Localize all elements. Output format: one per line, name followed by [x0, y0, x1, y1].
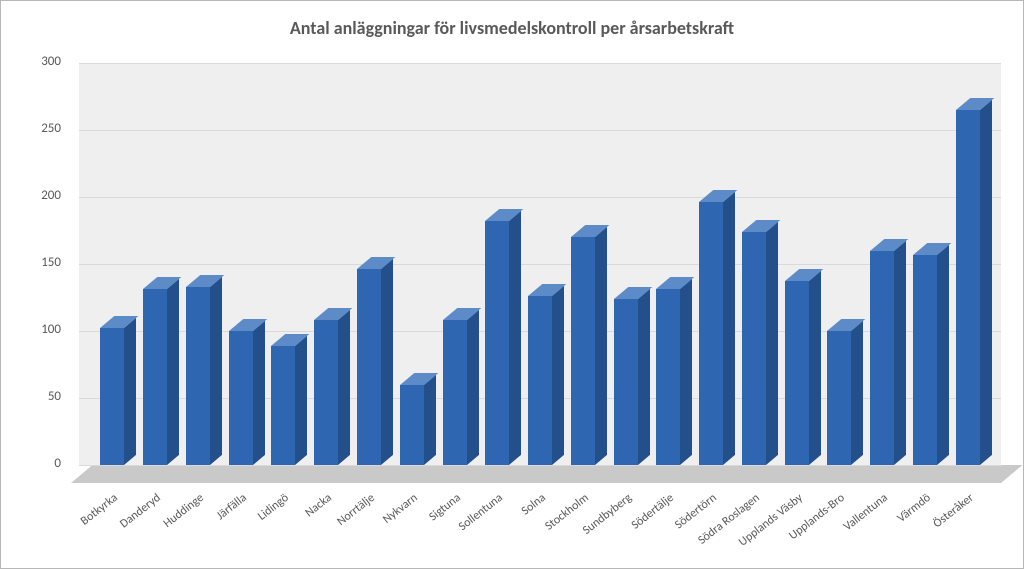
bar-front	[186, 287, 210, 465]
y-tick-label: 300	[1, 54, 61, 69]
bar	[614, 299, 638, 465]
bar	[742, 232, 766, 465]
bar-front	[956, 110, 980, 465]
chart-title: Antal anläggningar för livsmedelskontrol…	[1, 17, 1023, 39]
bar-front	[699, 202, 723, 465]
bar-front	[656, 289, 680, 465]
bar-front	[827, 331, 851, 465]
bar-slot	[818, 63, 861, 465]
x-tick-label: Nykvarn	[390, 491, 433, 568]
bar	[100, 328, 124, 465]
bar	[870, 251, 894, 465]
bar-slot	[732, 63, 775, 465]
bar	[528, 296, 552, 465]
bar	[571, 237, 595, 465]
bar-side	[980, 100, 992, 465]
bar-slot	[561, 63, 604, 465]
panel-floor	[71, 465, 1022, 483]
y-tick-label: 200	[1, 188, 61, 203]
bar-front	[785, 281, 809, 465]
bar-slot	[348, 63, 391, 465]
bar	[956, 110, 980, 465]
bar-slot	[219, 63, 262, 465]
bar-front	[528, 296, 552, 465]
bar-slot	[305, 63, 348, 465]
bar-slot	[647, 63, 690, 465]
bar-slot	[690, 63, 733, 465]
bar	[785, 281, 809, 465]
gridline	[79, 465, 1001, 466]
x-tick-label: Österåker	[946, 491, 989, 568]
bar-slot	[519, 63, 562, 465]
bar-slot	[262, 63, 305, 465]
x-tick-label: Vallentuna	[861, 491, 904, 568]
bar-slot	[775, 63, 818, 465]
bar	[357, 269, 381, 465]
bars-container	[91, 63, 989, 465]
plot-area	[71, 63, 1001, 483]
bar-front	[400, 385, 424, 465]
bar	[314, 320, 338, 465]
bar-front	[143, 289, 167, 465]
bar-front	[443, 320, 467, 465]
bar-slot	[604, 63, 647, 465]
bar-slot	[861, 63, 904, 465]
y-tick-label: 50	[1, 389, 61, 404]
bar	[271, 346, 295, 465]
bar	[699, 202, 723, 465]
y-tick-label: 250	[1, 121, 61, 136]
x-tick-label: Norrtälje	[348, 491, 391, 568]
bar-slot	[177, 63, 220, 465]
bar-slot	[476, 63, 519, 465]
bar-slot	[433, 63, 476, 465]
bar	[827, 331, 851, 465]
bar-front	[614, 299, 638, 465]
bar-front	[100, 328, 124, 465]
x-tick-label: Sollentuna	[476, 491, 519, 568]
bar-slot	[91, 63, 134, 465]
x-tick-label: Lidingö	[262, 491, 305, 568]
bar-front	[742, 232, 766, 465]
x-tick-label: Huddinge	[177, 491, 220, 568]
bar-front	[485, 221, 509, 465]
bar-slot	[904, 63, 947, 465]
bar-front	[357, 269, 381, 465]
y-tick-label: 150	[1, 255, 61, 270]
bar	[656, 289, 680, 465]
bar-front	[913, 255, 937, 465]
bar	[913, 255, 937, 465]
x-tick-label: Nacka	[305, 491, 348, 568]
bar	[485, 221, 509, 465]
y-tick-label: 100	[1, 322, 61, 337]
bar-front	[271, 346, 295, 465]
y-tick-label: 0	[1, 456, 61, 471]
bar-slot	[134, 63, 177, 465]
bar	[186, 287, 210, 465]
bar-slot	[946, 63, 989, 465]
x-tick-label: Järfälla	[219, 491, 262, 568]
bar-front	[870, 251, 894, 465]
bar-slot	[390, 63, 433, 465]
chart-frame: Antal anläggningar för livsmedelskontrol…	[0, 0, 1024, 569]
bar	[229, 331, 253, 465]
bar-front	[229, 331, 253, 465]
bar	[143, 289, 167, 465]
bar-front	[571, 237, 595, 465]
x-axis-labels: BotkyrkaDanderydHuddingeJärfällaLidingöN…	[91, 491, 989, 568]
bar	[400, 385, 424, 465]
bar	[443, 320, 467, 465]
bar-front	[314, 320, 338, 465]
